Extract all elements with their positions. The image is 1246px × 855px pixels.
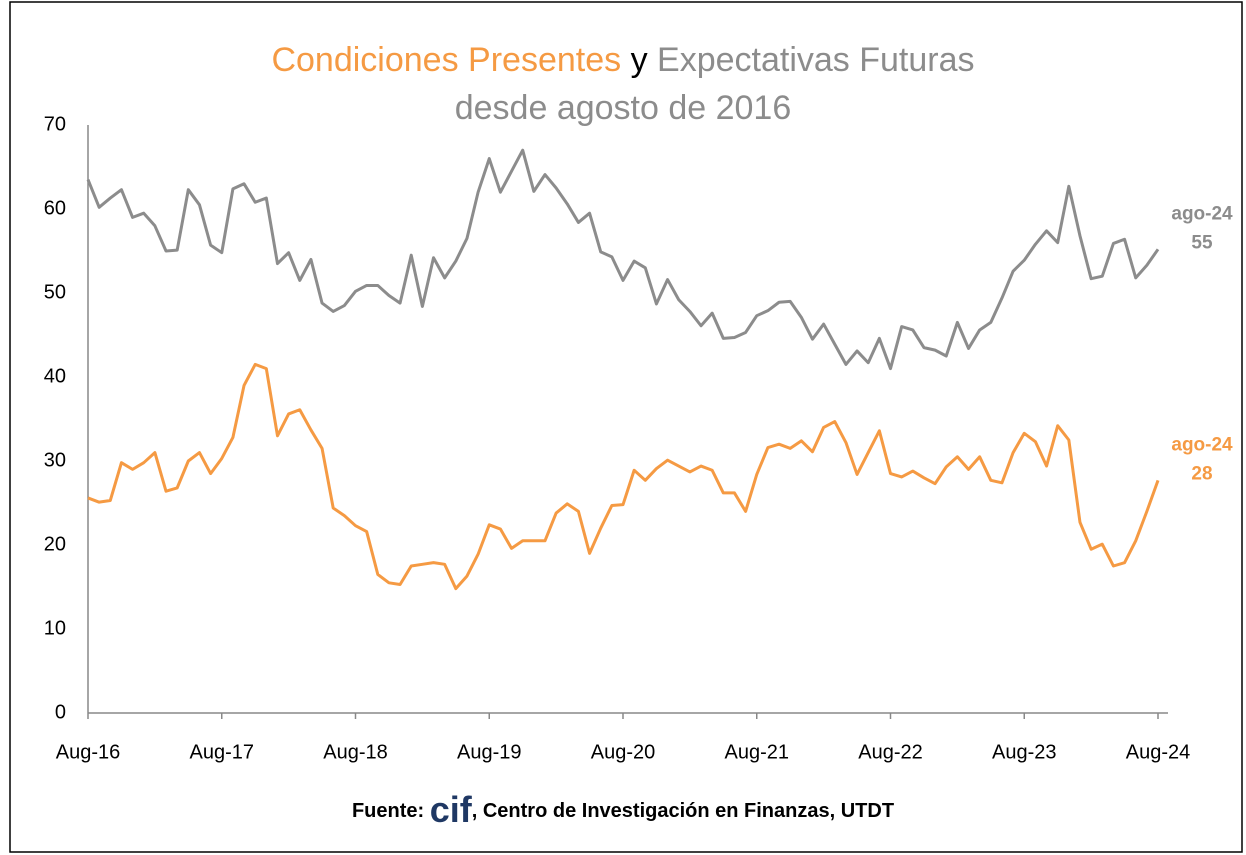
y-tick-label: 60 — [44, 197, 66, 219]
x-tick-label: Aug-17 — [190, 741, 255, 763]
chart-frame — [9, 1, 1243, 853]
x-tick-label: Aug-22 — [858, 741, 923, 763]
x-tick-label: Aug-16 — [56, 741, 121, 763]
x-tick-label: Aug-19 — [457, 741, 522, 763]
chart-title: Condiciones Presentes y Expectativas Fut… — [271, 41, 974, 79]
series-line — [87, 362, 1160, 591]
value-label: 28 — [1191, 463, 1212, 484]
x-tick-label: Aug-20 — [591, 741, 656, 763]
x-tick-label: Aug-23 — [992, 741, 1057, 763]
title-series-2: Expectativas Futuras — [657, 41, 974, 79]
y-tick-label: 0 — [55, 701, 66, 723]
y-tick-label: 10 — [44, 617, 66, 639]
chart-subtitle: desde agosto de 2016 — [455, 89, 792, 127]
source: Fuente: cif, Centro de Investigación en … — [352, 789, 894, 830]
source-logo: cif — [430, 789, 473, 830]
y-tick-label: 50 — [44, 281, 66, 303]
title-series-1: Condiciones Presentes — [271, 41, 621, 79]
x-tick-label: Aug-18 — [323, 741, 388, 763]
y-tick-label: 20 — [44, 533, 66, 555]
source-prefix: Fuente: — [352, 800, 424, 822]
y-tick-label: 40 — [44, 365, 66, 387]
value-label: 55 — [1191, 232, 1213, 253]
y-tick-label: 70 — [44, 113, 66, 135]
y-tick-label: 30 — [44, 449, 66, 471]
end-label: ago-24 — [1171, 203, 1233, 224]
x-tick-label: Aug-21 — [725, 741, 790, 763]
end-label: ago-24 — [1171, 434, 1233, 455]
series-line — [86, 148, 1160, 371]
title-connector: y — [631, 41, 648, 79]
source-text: , Centro de Investigación en Finanzas, U… — [472, 800, 894, 822]
x-tick-label: Aug-24 — [1126, 741, 1191, 763]
